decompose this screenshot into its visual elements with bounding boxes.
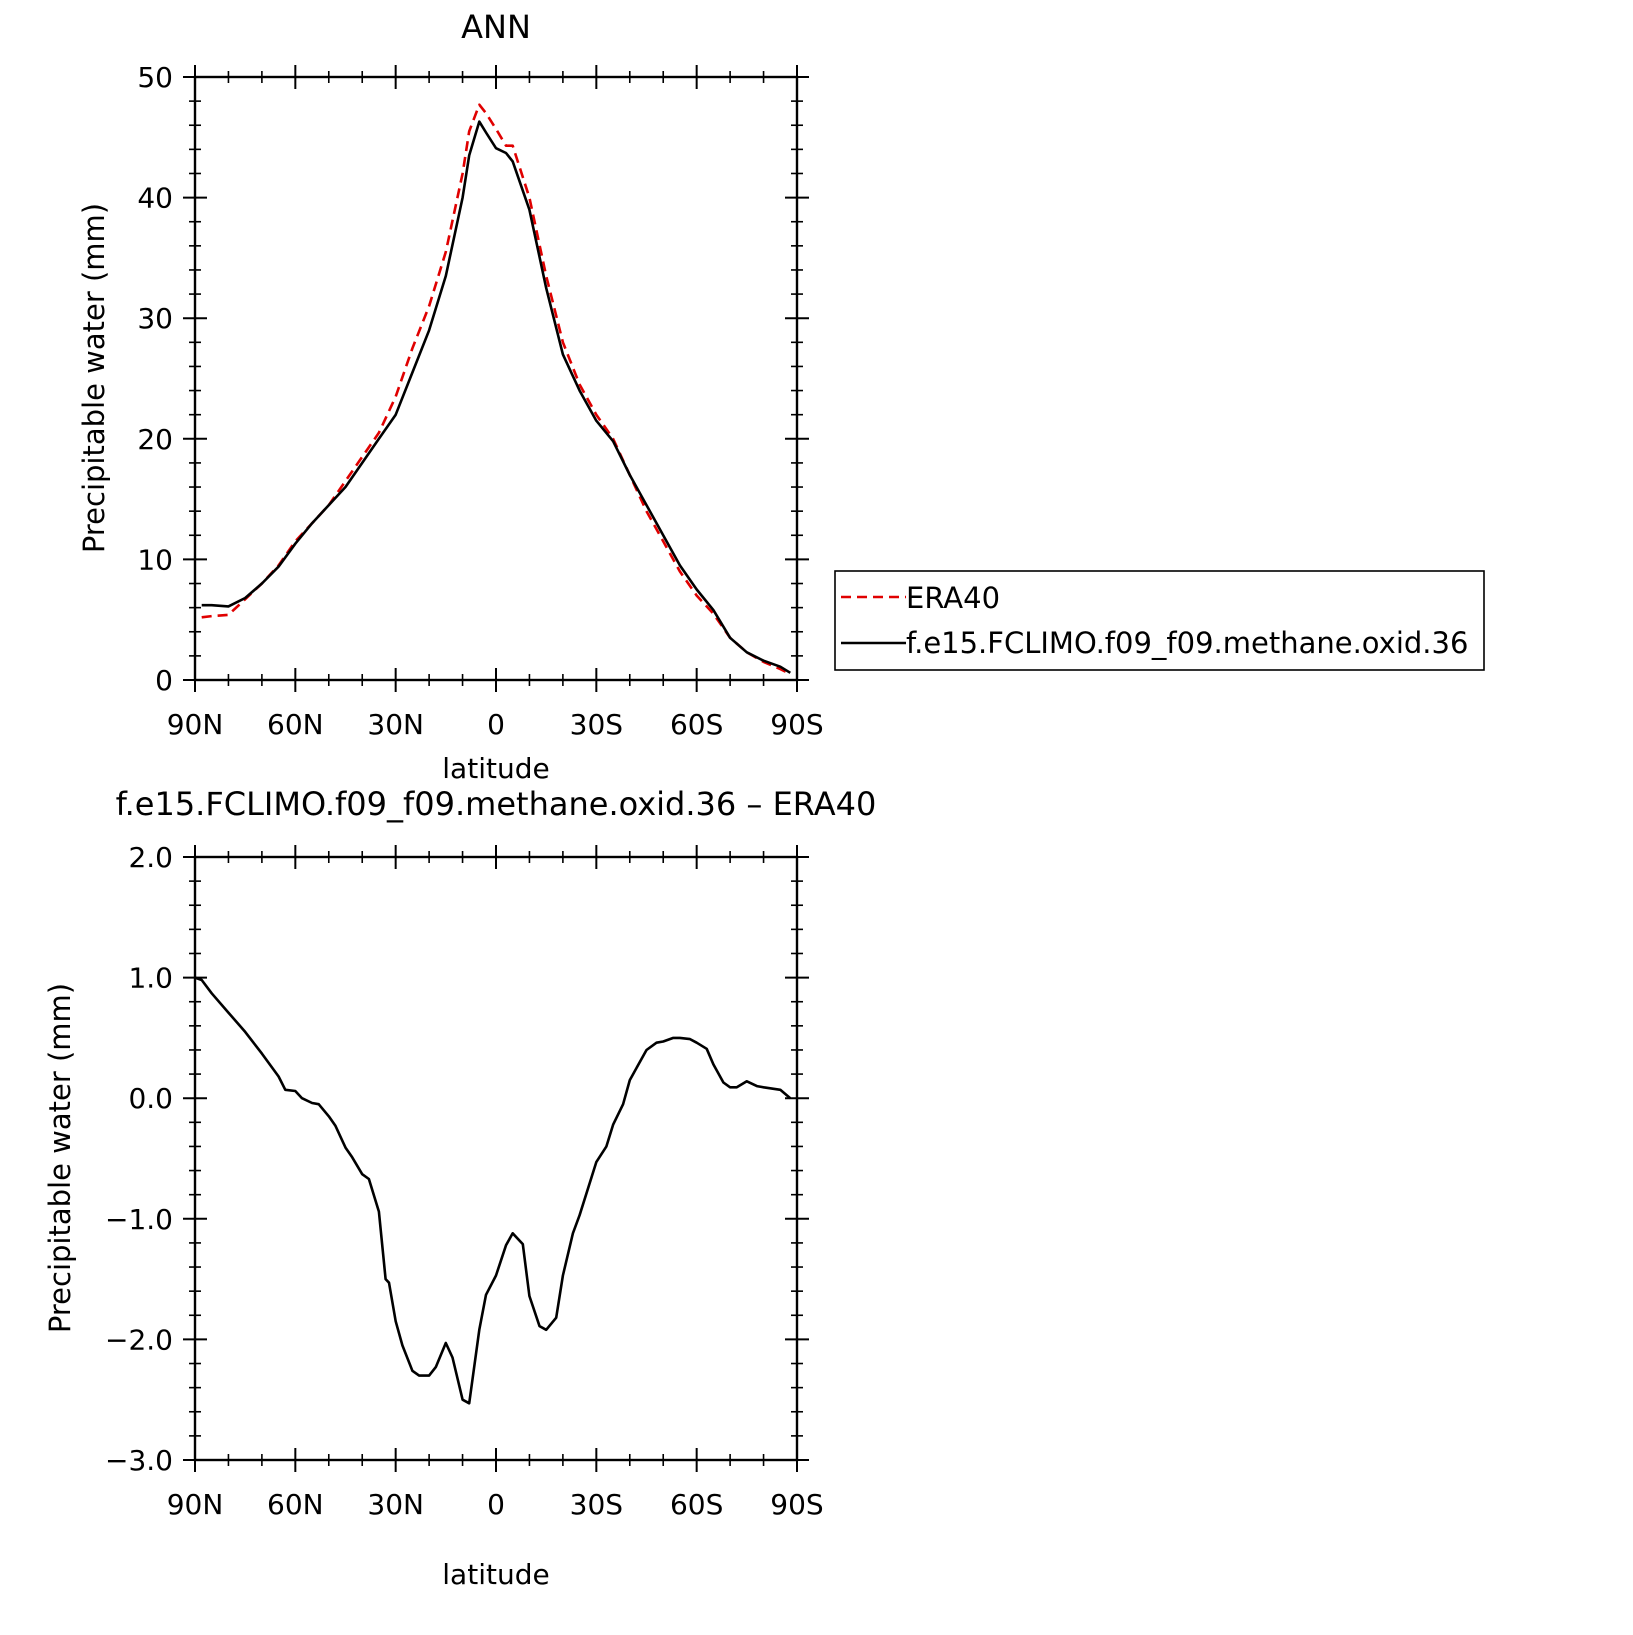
y-tick-label: −2.0 [105,1323,173,1356]
y-tick-label: 0.0 [128,1082,173,1115]
x-tick-label: 90S [770,1488,823,1521]
chart-title: f.e15.FCLIMO.f09_f09.methane.oxid.36 – E… [116,785,877,823]
y-tick-label: 0 [155,664,173,697]
y-tick-label: 50 [137,61,173,94]
x-tick-label: 90S [770,708,823,741]
series-layer [201,103,791,676]
y-tick-label: −1.0 [105,1203,173,1236]
y-tick-label: 2.0 [128,841,173,874]
legend: ERA40 f.e15.FCLIMO.f09_f09.methane.oxid.… [834,570,1485,671]
x-axis-title: latitude [442,752,549,785]
y-tick-label: −3.0 [105,1444,173,1477]
x-tick-label: 30N [367,1488,424,1521]
x-tick-label: 30N [367,708,424,741]
series-layer [194,976,792,1405]
series-line-model [194,976,792,1405]
x-tick-label: 60S [670,1488,723,1521]
chart-title: ANN [461,8,531,46]
x-tick-label: 30S [570,1488,623,1521]
y-tick-label: 10 [137,543,173,576]
y-tick-label: 20 [137,423,173,456]
plot-frame [193,855,799,1462]
x-tick-label: 90N [167,1488,224,1521]
y-tick-label: 1.0 [128,962,173,995]
plot-frame [193,75,799,682]
panel-bottom: f.e15.FCLIMO.f09_f09.methane.oxid.36 – E… [43,785,876,1591]
ticks-layer: 0 10 20 30 40 50 90N 60N 30N 0 30S 60S 90S [137,61,823,741]
x-tick-label: 0 [487,708,505,741]
y-tick-label: 40 [137,182,173,215]
x-axis-title: latitude [442,1558,549,1591]
x-tick-label: 90N [167,708,224,741]
panel-top: ANN 0 10 20 30 40 50 90N 60N 30N 0 30S 60S 90S Preci… [77,8,1485,785]
series-line-model [201,120,791,674]
y-axis-title: Precipitable water (mm) [43,983,77,1333]
ticks-layer: −3.0 −2.0 −1.0 0.0 1.0 2.0 90N 60N 30N 0 30S 60S 90S [105,841,824,1521]
x-tick-label: 30S [570,708,623,741]
legend-label-model: f.e15.FCLIMO.f09_f09.methane.oxid.36 [906,626,1468,660]
x-tick-label: 60S [670,708,723,741]
y-tick-label: 30 [137,302,173,335]
x-tick-label: 0 [487,1488,505,1521]
x-tick-label: 60N [267,708,324,741]
legend-box [834,570,1485,671]
y-axis-title: Precipitable water (mm) [77,203,111,553]
x-tick-label: 60N [267,1488,324,1521]
legend-label-era40: ERA40 [906,581,1000,615]
series-line-era40 [201,103,791,676]
